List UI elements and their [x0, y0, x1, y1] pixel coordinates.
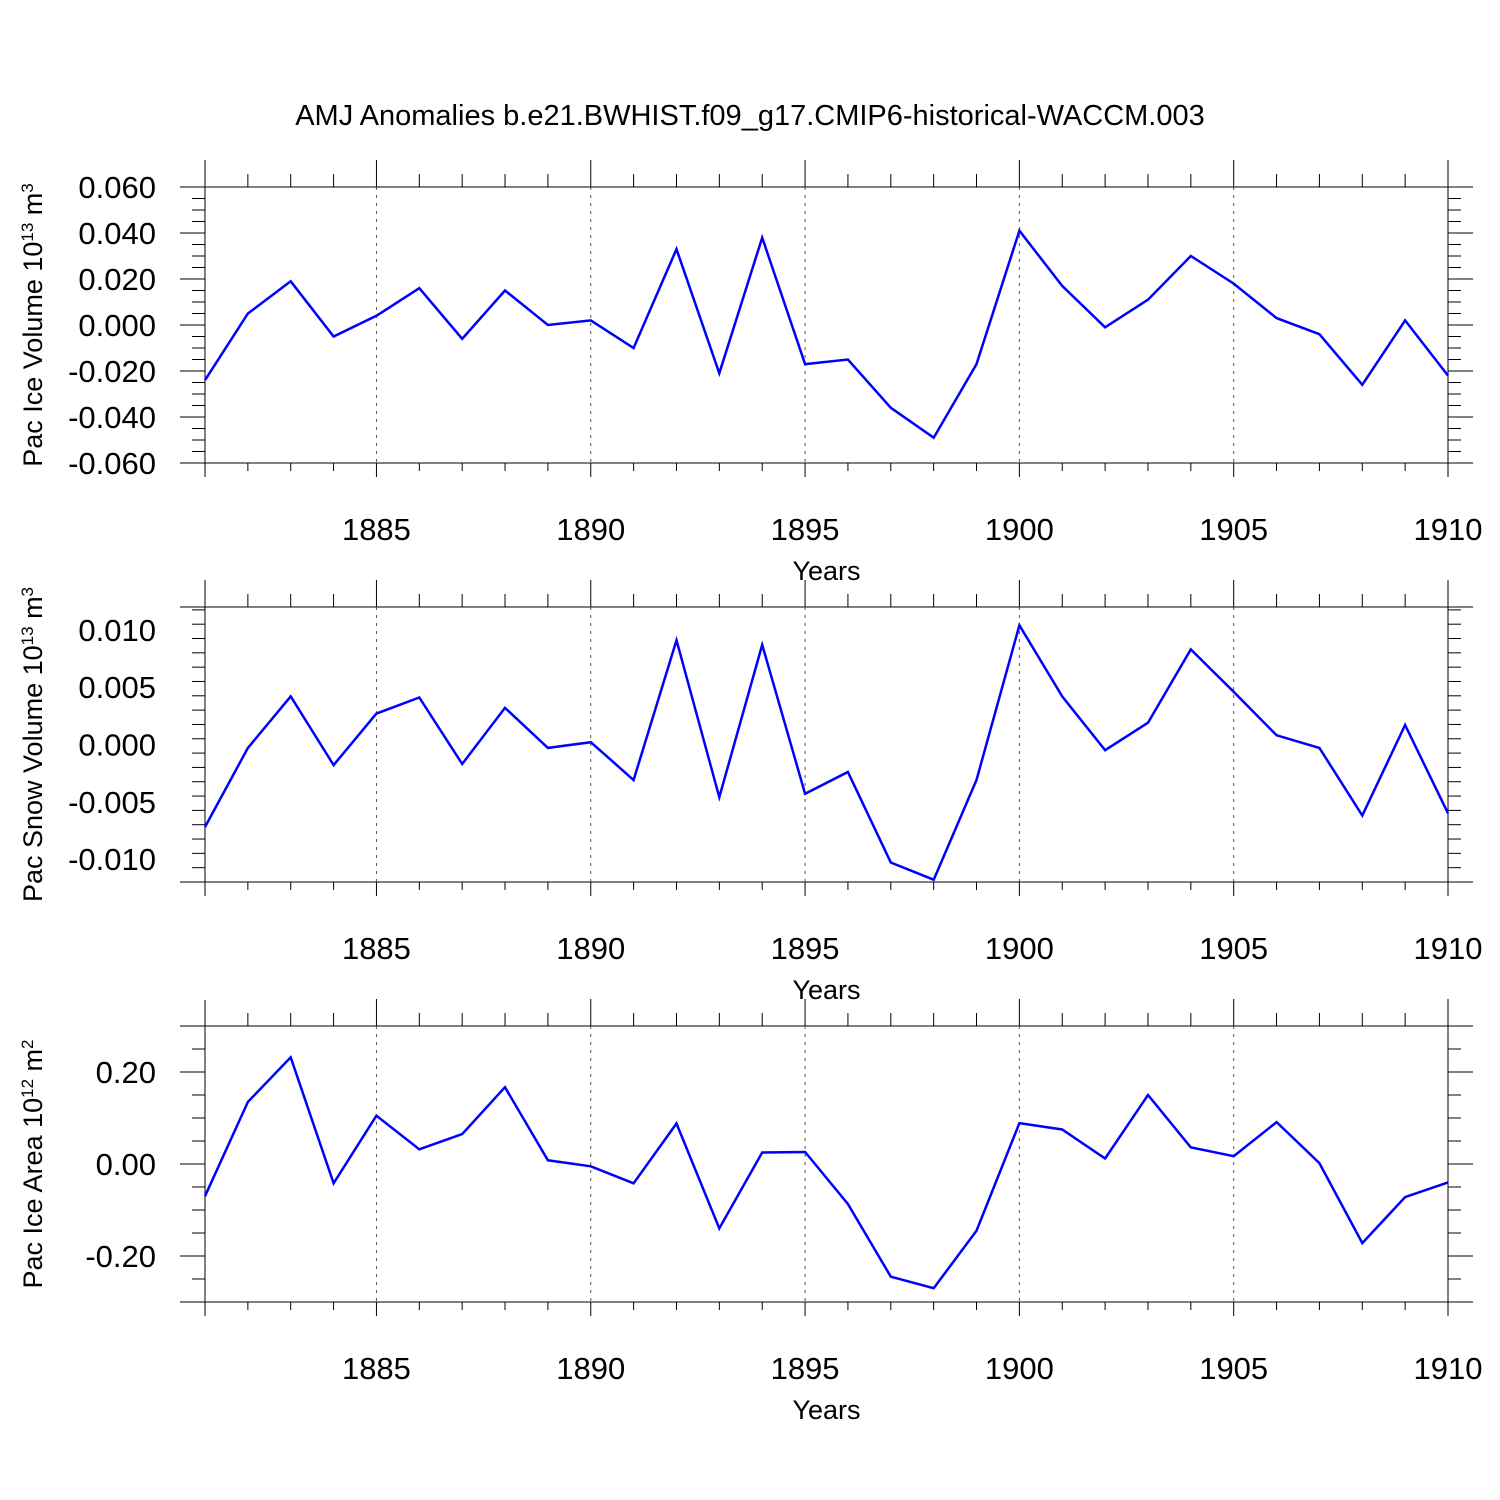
- ice-volume-y-tick-label: -0.040: [68, 400, 156, 435]
- ice-volume-series-line: [203, 228, 1449, 440]
- snow-volume-x-tick-label: 1900: [985, 931, 1054, 966]
- snow-volume-x-tick-label: 1895: [771, 931, 840, 966]
- snow-volume-x-axis-label: Years: [792, 975, 860, 1005]
- figure-title: AMJ Anomalies b.e21.BWHIST.f09_g17.CMIP6…: [295, 100, 1205, 132]
- snow-volume-y-tick-label: 0.005: [78, 670, 156, 705]
- snow-volume-y-tick-label: 0.000: [78, 728, 156, 763]
- snow-volume-y-tick-label: 0.010: [78, 613, 156, 648]
- ice-area-x-tick-label: 1885: [342, 1351, 411, 1386]
- ice-area-x-tick-label: 1900: [985, 1351, 1054, 1386]
- ice-volume-x-axis-label: Years: [792, 556, 860, 586]
- snow-volume-x-tick-label: 1890: [556, 931, 625, 966]
- ice-area-y-tick-label: -0.20: [85, 1239, 156, 1274]
- ice-volume-y-tick-label: 0.020: [78, 262, 156, 297]
- panel-ice-area: -0.20 0.00 0.20 1885 1890 1895 1900 1905 1910 Yea…: [18, 999, 1483, 1425]
- ice-area-x-tick-label: 1895: [771, 1351, 840, 1386]
- ice-area-y-tick-label: 0.00: [96, 1147, 156, 1182]
- panel-snow-volume: -0.010 -0.005 0.000 0.005 0.010 1885 1890 1895 1…: [18, 580, 1483, 1005]
- ice-volume-x-tick-label: 1910: [1414, 512, 1483, 547]
- ice-volume-x-tick-label: 1885: [342, 512, 411, 547]
- ice-volume-x-tick-label: 1905: [1199, 512, 1268, 547]
- ice-area-y-tick-label: 0.20: [96, 1055, 156, 1090]
- ice-area-series-line: [203, 1054, 1449, 1290]
- snow-volume-series-line: [203, 622, 1450, 882]
- panel-ice-volume: -0.060 -0.040 -0.020 0.000 0.020 0.040 0.060 18…: [18, 160, 1483, 586]
- snow-volume-x-tick-label: 1910: [1414, 931, 1483, 966]
- ice-volume-x-tick-label: 1900: [985, 512, 1054, 547]
- ice-area-x-tick-label: 1910: [1414, 1351, 1483, 1386]
- ice-volume-y-tick-label: 0.000: [78, 308, 156, 343]
- ice-volume-y-axis-label: Pac Ice Volume 1013 m3: [18, 183, 49, 467]
- ice-volume-y-tick-label: -0.060: [68, 446, 156, 481]
- snow-volume-y-axis-label: Pac Snow Volume 1013 m3: [18, 587, 49, 902]
- ice-volume-x-tick-label: 1890: [556, 512, 625, 547]
- snow-volume-y-tick-label: -0.005: [68, 785, 156, 820]
- ice-volume-x-tick-label: 1895: [771, 512, 840, 547]
- ice-area-x-tick-label: 1905: [1199, 1351, 1268, 1386]
- ice-volume-y-tick-label: 0.060: [78, 170, 156, 205]
- ice-volume-y-tick-label: 0.040: [78, 216, 156, 251]
- ice-volume-y-tick-label: -0.020: [68, 354, 156, 389]
- snow-volume-y-tick-label: -0.010: [68, 842, 156, 877]
- ice-area-y-axis-label: Pac Ice Area 1012 m2: [18, 1039, 49, 1288]
- ice-area-x-tick-label: 1890: [556, 1351, 625, 1386]
- snow-volume-x-tick-label: 1885: [342, 931, 411, 966]
- snow-volume-x-tick-label: 1905: [1199, 931, 1268, 966]
- ice-area-x-axis-label: Years: [792, 1395, 860, 1425]
